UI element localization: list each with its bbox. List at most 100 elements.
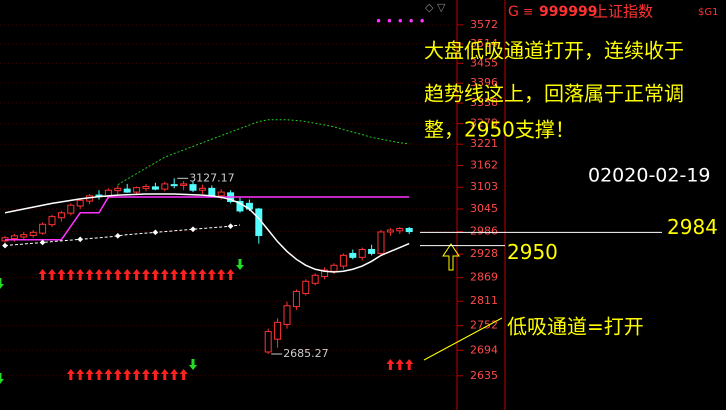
candle-body bbox=[339, 254, 347, 267]
candle-body bbox=[292, 290, 300, 308]
signal-arrow bbox=[198, 269, 207, 280]
y-tick-label: 3338 bbox=[470, 96, 498, 109]
signal-arrow bbox=[395, 359, 404, 370]
candle-body bbox=[217, 191, 225, 197]
signal-arrow bbox=[38, 269, 47, 280]
y-tick-label: 3572 bbox=[470, 18, 498, 31]
candle-body bbox=[368, 248, 376, 254]
candle-body bbox=[20, 234, 28, 238]
candle-body bbox=[170, 184, 178, 187]
signal-arrow bbox=[123, 269, 132, 280]
candle-body bbox=[208, 187, 216, 197]
y-tick-label: 2752 bbox=[470, 319, 498, 332]
candle-body bbox=[39, 223, 47, 234]
signal-arrow bbox=[179, 269, 188, 280]
signal-arrow bbox=[113, 269, 122, 280]
signal-arrow bbox=[76, 269, 85, 280]
signal-arrow bbox=[95, 369, 103, 380]
signal-arrow bbox=[95, 269, 103, 280]
candle-body bbox=[48, 216, 56, 226]
header-flag: G bbox=[508, 4, 519, 20]
signal-arrow bbox=[236, 259, 244, 270]
candle-body bbox=[274, 321, 282, 340]
icon: ◇ ▽ bbox=[425, 1, 446, 14]
high-label: 3127.17 bbox=[189, 171, 235, 184]
line-series bbox=[4, 224, 241, 247]
date: 02020-02-19 bbox=[588, 165, 711, 187]
signal-arrow bbox=[179, 369, 188, 380]
low-label: 2685.27 bbox=[283, 347, 329, 360]
signal-arrow bbox=[405, 359, 414, 370]
candle-body bbox=[236, 200, 244, 212]
candle-body bbox=[114, 187, 122, 192]
signal-arrow bbox=[76, 369, 85, 380]
signal-arrow bbox=[57, 269, 66, 280]
candle-body bbox=[358, 248, 366, 258]
header-name: 上证指数 bbox=[593, 3, 653, 21]
signal-arrow bbox=[226, 269, 235, 280]
y-tick-label: 3396 bbox=[470, 76, 498, 89]
y-tick-label: 3514 bbox=[470, 37, 498, 50]
candle-body bbox=[405, 227, 413, 233]
candle-body bbox=[76, 199, 84, 207]
signal-arrow bbox=[0, 373, 4, 384]
signal-arrow bbox=[217, 269, 226, 280]
plot: 3572 3514 3455 3396 3338 3279 3221 3162 3103 3045… bbox=[0, 18, 498, 384]
signal-arrow bbox=[170, 269, 179, 280]
header-icon: ≡ bbox=[523, 5, 533, 19]
candle-body bbox=[321, 269, 329, 277]
y-tick-label: 3045 bbox=[470, 202, 498, 215]
signal-arrow bbox=[85, 269, 94, 280]
signal-arrow bbox=[66, 269, 75, 280]
y-tick-label: 2694 bbox=[470, 343, 498, 356]
candle-body bbox=[302, 280, 310, 294]
y-tick-label: 2928 bbox=[470, 247, 498, 260]
candle-body bbox=[283, 305, 291, 325]
line-series bbox=[117, 119, 410, 186]
series-marker bbox=[190, 226, 196, 233]
candle-body bbox=[349, 252, 357, 258]
signal-arrow bbox=[151, 369, 160, 380]
candle-body bbox=[311, 274, 319, 284]
signal-arrow bbox=[66, 369, 75, 380]
signal-arrow bbox=[189, 269, 197, 280]
series-marker bbox=[227, 223, 234, 230]
y-tick-label: 2811 bbox=[470, 294, 498, 307]
candle-body bbox=[10, 235, 18, 240]
candle-body bbox=[142, 186, 150, 189]
signal-arrow bbox=[207, 269, 216, 280]
y-tick-label: 3162 bbox=[470, 159, 498, 172]
candle-body bbox=[264, 331, 272, 353]
candle-body bbox=[67, 204, 75, 214]
header-tag: $G1 bbox=[698, 7, 718, 18]
y-tick-label: 2869 bbox=[470, 271, 498, 284]
candle-body bbox=[198, 187, 206, 191]
candle-body bbox=[377, 231, 385, 254]
y-tick-label: 3279 bbox=[470, 117, 498, 130]
y-tick-label: 2635 bbox=[470, 369, 498, 382]
y-tick-label: 3221 bbox=[470, 137, 498, 150]
signal-arrow bbox=[85, 369, 94, 380]
candle-body bbox=[189, 184, 197, 191]
arrow bbox=[442, 243, 460, 271]
signal-arrow bbox=[113, 369, 122, 380]
candle-body bbox=[133, 187, 141, 193]
signal-arrow bbox=[132, 269, 141, 280]
signal-arrow bbox=[0, 278, 4, 289]
line-series bbox=[5, 196, 410, 241]
y-tick-label: 3103 bbox=[470, 180, 498, 193]
series-marker bbox=[114, 233, 121, 239]
annotation: 低吸通道=打开 bbox=[507, 315, 644, 339]
y-tick-label: 2986 bbox=[470, 225, 498, 238]
candle-body bbox=[396, 227, 404, 232]
signal-arrow bbox=[132, 369, 141, 380]
candle-body bbox=[151, 186, 159, 190]
candle-body bbox=[57, 212, 65, 219]
line-series bbox=[4, 193, 410, 273]
annotation: 趋势线这上，回落属于正常调 bbox=[424, 82, 684, 106]
signal-arrow bbox=[160, 369, 169, 380]
signal-arrow bbox=[104, 369, 113, 380]
